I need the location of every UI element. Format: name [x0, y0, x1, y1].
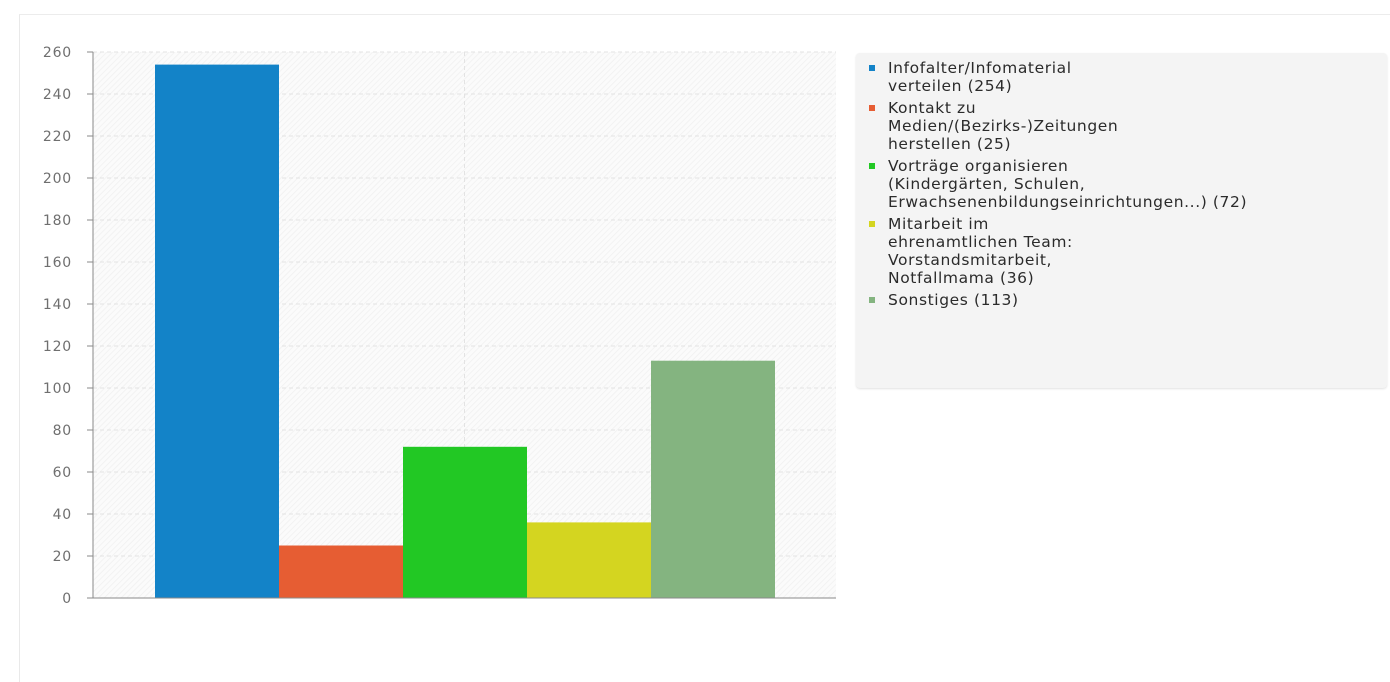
legend-item: Sonstiges (113)	[869, 291, 1387, 309]
bar	[527, 522, 651, 598]
legend-swatch	[869, 105, 875, 111]
legend-label: Mitarbeit im ehrenamtlichen Team: Vorsta…	[888, 215, 1073, 287]
legend-swatch	[869, 297, 875, 303]
y-tick-label: 40	[53, 507, 72, 523]
legend-item: Mitarbeit im ehrenamtlichen Team: Vorsta…	[869, 215, 1387, 287]
y-tick-label: 260	[43, 45, 72, 61]
chart-panel	[19, 14, 1390, 682]
bars	[155, 64, 775, 599]
y-tick-label: 180	[43, 213, 72, 229]
y-tick-label: 160	[43, 255, 72, 271]
legend-label: Kontakt zu Medien/(Bezirks-)Zeitungen he…	[888, 99, 1119, 153]
legend-label: Vorträge organisieren (Kindergärten, Sch…	[888, 157, 1248, 211]
legend-label: Sonstiges (113)	[888, 291, 1019, 309]
bar	[155, 64, 279, 599]
y-tick-label: 100	[43, 381, 72, 397]
legend-item: Infofalter/Infomaterial verteilen (254)	[869, 59, 1387, 95]
y-tick-label: 140	[43, 297, 72, 313]
bar	[651, 360, 775, 598]
y-tick-label: 200	[43, 171, 72, 187]
y-tick-label: 240	[43, 87, 72, 103]
axes: 0 20 40 60 80 100 120 140 160 180 200 220 240 260	[43, 45, 836, 607]
legend-label: Infofalter/Infomaterial verteilen (254)	[888, 59, 1072, 95]
chart-legend: Infofalter/Infomaterial verteilen (254) K…	[856, 53, 1387, 388]
y-tick-label: 20	[53, 549, 72, 565]
y-tick-label: 120	[43, 339, 72, 355]
legend-swatch	[869, 221, 875, 227]
y-tick-label: 0	[62, 591, 72, 607]
legend-swatch	[869, 163, 875, 169]
y-tick-label: 220	[43, 129, 72, 145]
bar	[279, 545, 403, 598]
legend-item: Kontakt zu Medien/(Bezirks-)Zeitungen he…	[869, 99, 1387, 153]
y-tick-label: 80	[53, 423, 72, 439]
legend-swatch	[869, 65, 875, 71]
legend-item: Vorträge organisieren (Kindergärten, Sch…	[869, 157, 1387, 211]
bar	[403, 446, 527, 598]
y-tick-label: 60	[53, 465, 72, 481]
